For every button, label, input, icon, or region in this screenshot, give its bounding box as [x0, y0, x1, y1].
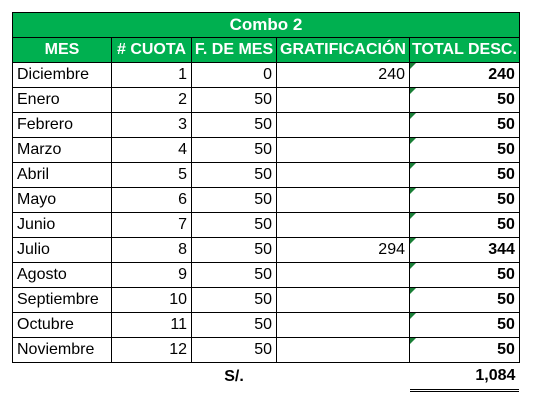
cell-total-desc[interactable]: 344	[409, 237, 520, 263]
cell-gratificacion[interactable]	[276, 262, 410, 288]
cell-total-desc[interactable]: 50	[409, 137, 520, 163]
cell-f-de-mes[interactable]: 50	[191, 212, 277, 238]
cell-f-de-mes[interactable]: 0	[191, 62, 277, 88]
cell-gratificacion[interactable]	[276, 137, 410, 163]
table-title[interactable]: Combo 2	[12, 12, 520, 38]
cell-cuota[interactable]: 11	[111, 312, 192, 338]
cell-mes[interactable]: Junio	[12, 212, 112, 238]
cell-mes[interactable]: Agosto	[12, 262, 112, 288]
cell-gratificacion[interactable]	[276, 212, 410, 238]
table-row: Mayo 6 50 50	[12, 187, 520, 213]
header-gratificacion[interactable]: GRATIFICACIÓN	[276, 37, 410, 63]
cell-mes[interactable]: Mayo	[12, 187, 112, 213]
cell-total-desc[interactable]: 50	[409, 212, 520, 238]
cell-cuota[interactable]: 1	[111, 62, 192, 88]
cell-mes[interactable]: Enero	[12, 87, 112, 113]
cell-f-de-mes[interactable]: 50	[191, 187, 277, 213]
cell-gratificacion[interactable]	[276, 312, 410, 338]
cell-mes[interactable]: Julio	[12, 237, 112, 263]
cell-gratificacion[interactable]	[276, 112, 410, 138]
cell-gratificacion[interactable]	[276, 287, 410, 313]
table-row: Agosto 9 50 50	[12, 262, 520, 288]
summary-currency-label: S/.	[224, 367, 244, 385]
cell-cuota[interactable]: 12	[111, 337, 192, 363]
cell-cuota[interactable]: 5	[111, 162, 192, 188]
header-mes[interactable]: MES	[12, 37, 112, 63]
summary-row: S/. 1,084	[13, 362, 520, 392]
table-row: Enero 2 50 50	[12, 87, 520, 113]
cell-f-de-mes[interactable]: 50	[191, 162, 277, 188]
cell-gratificacion[interactable]	[276, 162, 410, 188]
header-row: MES # CUOTA F. DE MES GRATIFICACIÓN TOTA…	[12, 37, 520, 63]
cell-cuota[interactable]: 10	[111, 287, 192, 313]
summary-total[interactable]: 1,084	[409, 362, 520, 392]
summary-blank	[13, 363, 192, 391]
cell-mes[interactable]: Septiembre	[12, 287, 112, 313]
cell-f-de-mes[interactable]: 50	[191, 287, 277, 313]
summary-blank	[277, 363, 410, 391]
cell-gratificacion[interactable]	[276, 337, 410, 363]
header-f-de-mes[interactable]: F. DE MES	[191, 37, 277, 63]
cell-cuota[interactable]: 2	[111, 87, 192, 113]
cell-total-desc[interactable]: 50	[409, 162, 520, 188]
combo-table: Combo 2 MES # CUOTA F. DE MES GRATIFICAC…	[12, 12, 520, 392]
table-row: Julio 8 50 294 344	[12, 237, 520, 263]
cell-f-de-mes[interactable]: 50	[191, 137, 277, 163]
cell-mes[interactable]: Febrero	[12, 112, 112, 138]
cell-gratificacion[interactable]	[276, 187, 410, 213]
header-total-desc[interactable]: TOTAL DESC.	[409, 37, 520, 63]
cell-total-desc[interactable]: 50	[409, 187, 520, 213]
cell-cuota[interactable]: 6	[111, 187, 192, 213]
cell-mes[interactable]: Diciembre	[12, 62, 112, 88]
table-row: Marzo 4 50 50	[12, 137, 520, 163]
cell-cuota[interactable]: 7	[111, 212, 192, 238]
cell-gratificacion[interactable]: 294	[276, 237, 410, 263]
cell-cuota[interactable]: 9	[111, 262, 192, 288]
cell-total-desc[interactable]: 50	[409, 87, 520, 113]
table-row: Noviembre 12 50 50	[12, 337, 520, 363]
header-cuota[interactable]: # CUOTA	[111, 37, 192, 63]
cell-cuota[interactable]: 4	[111, 137, 192, 163]
table-row: Abril 5 50 50	[12, 162, 520, 188]
cell-gratificacion[interactable]	[276, 87, 410, 113]
cell-f-de-mes[interactable]: 50	[191, 262, 277, 288]
cell-f-de-mes[interactable]: 50	[191, 112, 277, 138]
title-row: Combo 2	[12, 12, 520, 38]
table-row: Septiembre 10 50 50	[12, 287, 520, 313]
cell-cuota[interactable]: 3	[111, 112, 192, 138]
cell-f-de-mes[interactable]: 50	[191, 237, 277, 263]
table-row: Febrero 3 50 50	[12, 112, 520, 138]
cell-total-desc[interactable]: 50	[409, 287, 520, 313]
table-row: Octubre 11 50 50	[12, 312, 520, 338]
cell-f-de-mes[interactable]: 50	[191, 87, 277, 113]
cell-mes[interactable]: Noviembre	[12, 337, 112, 363]
cell-gratificacion[interactable]: 240	[276, 62, 410, 88]
cell-total-desc[interactable]: 50	[409, 312, 520, 338]
cell-total-desc[interactable]: 240	[409, 62, 520, 88]
cell-f-de-mes[interactable]: 50	[191, 312, 277, 338]
cell-mes[interactable]: Abril	[12, 162, 112, 188]
table-row: Diciembre 1 0 240 240	[12, 62, 520, 88]
cell-mes[interactable]: Octubre	[12, 312, 112, 338]
cell-total-desc[interactable]: 50	[409, 262, 520, 288]
cell-mes[interactable]: Marzo	[12, 137, 112, 163]
cell-total-desc[interactable]: 50	[409, 112, 520, 138]
cell-total-desc[interactable]: 50	[409, 337, 520, 363]
cell-f-de-mes[interactable]: 50	[191, 337, 277, 363]
table-row: Junio 7 50 50	[12, 212, 520, 238]
cell-cuota[interactable]: 8	[111, 237, 192, 263]
